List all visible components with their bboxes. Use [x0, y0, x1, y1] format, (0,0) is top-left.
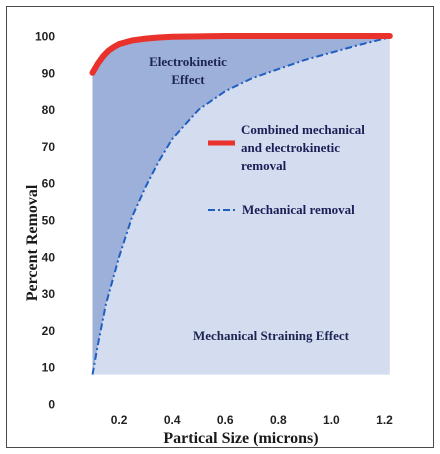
- y-tick-label: 50: [42, 214, 56, 228]
- y-tick-label: 60: [42, 177, 56, 191]
- x-tick-label: 0.4: [164, 413, 181, 427]
- y-axis-title: Percent Removal: [24, 184, 41, 301]
- legend-combined-line2: and electrokinetic: [241, 140, 340, 155]
- y-tick-label: 30: [42, 287, 56, 301]
- x-tick-label: 1.2: [376, 413, 393, 427]
- x-axis-title: Partical Size (microns): [163, 430, 318, 447]
- x-tick-label: 0.8: [270, 413, 287, 427]
- electrokinetic-effect-area: [92, 36, 390, 375]
- electrokinetic-label-line1: Electrokinetic: [149, 54, 227, 69]
- x-tick-label: 0.6: [217, 413, 234, 427]
- y-tick-label: 70: [42, 140, 56, 154]
- electrokinetic-label-line2: Effect: [171, 72, 205, 87]
- legend-combined-line1: Combined mechanical: [241, 122, 365, 137]
- mechanical-removal-line: [91, 36, 391, 375]
- legend-mechanical-label: Mechanical removal: [242, 202, 355, 217]
- y-tick-label: 40: [42, 250, 56, 264]
- combined-removal-line: [89, 33, 393, 76]
- mechanical-straining-label: Mechanical Straining Effect: [193, 328, 350, 343]
- y-tick-label: 100: [35, 30, 55, 44]
- y-axis-ticks: 0 10 20 30 40 50 60 70 80 90 100: [35, 30, 55, 412]
- x-axis-ticks: 0.2 0.4 0.6 0.8 1.0 1.2: [111, 413, 393, 427]
- y-tick-label: 20: [42, 324, 56, 338]
- x-tick-label: 0.2: [111, 413, 128, 427]
- y-tick-label: 0: [48, 398, 55, 412]
- x-tick-label: 1.0: [323, 413, 340, 427]
- y-tick-label: 90: [42, 66, 56, 80]
- legend-combined-line3: removal: [241, 158, 287, 173]
- y-tick-label: 80: [42, 103, 56, 117]
- y-tick-label: 10: [42, 361, 56, 375]
